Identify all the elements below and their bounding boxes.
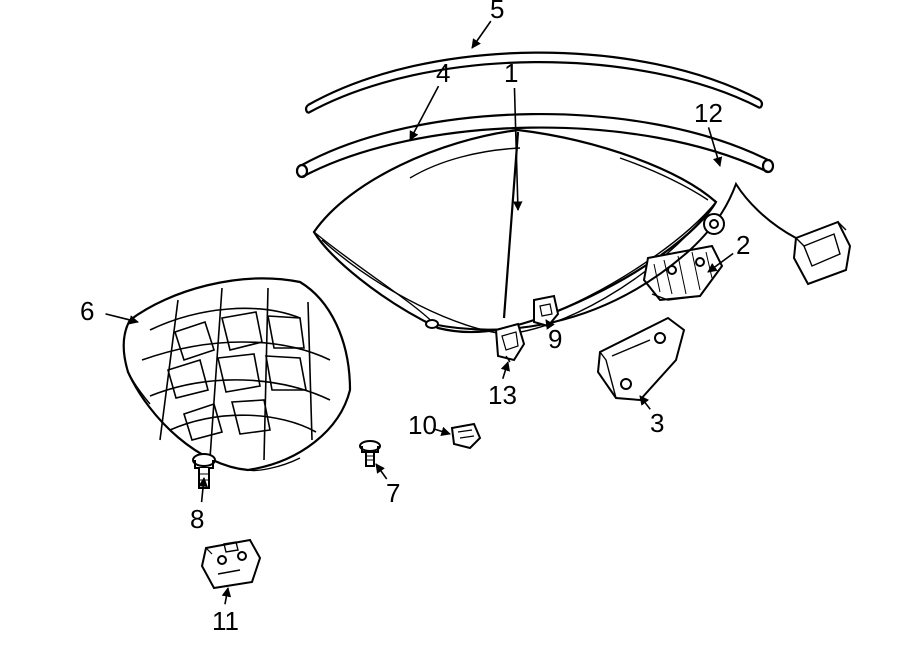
- part-1-hood: [314, 130, 716, 334]
- callout-line-7: [376, 464, 387, 479]
- callout-label-4: 4: [436, 58, 450, 89]
- callout-label-3: 3: [650, 408, 664, 439]
- diagram-svg: [0, 0, 900, 661]
- callout-label-6: 6: [80, 296, 94, 327]
- callout-label-2: 2: [736, 230, 750, 261]
- callout-line-3: [640, 396, 650, 409]
- part-10-retainer: [452, 424, 480, 448]
- callout-label-7: 7: [386, 478, 400, 509]
- callout-line-13: [503, 362, 508, 379]
- callout-label-10: 10: [408, 410, 437, 441]
- callout-line-4: [410, 86, 439, 140]
- parts-diagram: 12345678910111213: [0, 0, 900, 661]
- callout-label-12: 12: [694, 98, 723, 129]
- callout-label-9: 9: [548, 324, 562, 355]
- callout-label-8: 8: [190, 504, 204, 535]
- callout-line-5: [472, 21, 491, 48]
- part-11-latch: [202, 540, 260, 588]
- callout-label-1: 1: [504, 58, 518, 89]
- callout-label-5: 5: [490, 0, 504, 25]
- part-7-bolt: [360, 441, 380, 466]
- part-13-clip: [496, 324, 524, 362]
- part-6-insulator: [124, 278, 350, 470]
- callout-label-13: 13: [488, 380, 517, 411]
- callout-label-11: 11: [212, 606, 239, 637]
- callout-line-12: [709, 127, 720, 166]
- part-3-hinge-lower: [598, 318, 684, 400]
- callout-line-11: [225, 588, 228, 604]
